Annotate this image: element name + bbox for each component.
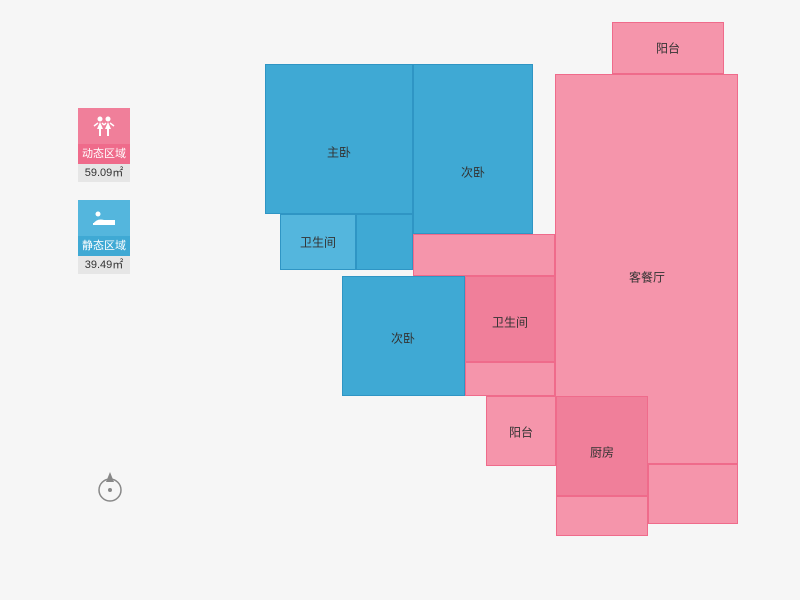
room-hall-strip xyxy=(356,214,413,270)
room-strip-below-kitchen xyxy=(556,496,648,536)
room-bath-2 xyxy=(465,276,555,362)
room-master-bedroom xyxy=(265,64,413,214)
room-second-bedroom-2 xyxy=(342,276,465,396)
room-gap-below-bath xyxy=(465,362,555,396)
legend-dynamic-value: 59.09㎡ xyxy=(78,164,130,182)
room-balcony-top xyxy=(612,22,724,74)
room-kitchen xyxy=(556,396,648,496)
legend: 动态区域 59.09㎡ 静态区域 39.49㎡ xyxy=(78,108,138,292)
room-strip-right xyxy=(648,464,738,524)
floorplan: 阳台主卧次卧卫生间客餐厅次卧卫生间阳台厨房 xyxy=(250,22,760,582)
legend-dynamic: 动态区域 59.09㎡ xyxy=(78,108,130,182)
rest-icon xyxy=(78,200,130,236)
room-second-bedroom-1 xyxy=(413,64,533,234)
room-bath-1 xyxy=(280,214,356,270)
room-balcony-lower xyxy=(486,396,556,466)
legend-dynamic-title: 动态区域 xyxy=(78,144,130,164)
people-icon xyxy=(78,108,130,144)
room-corridor-mid xyxy=(413,234,555,276)
legend-static-value: 39.49㎡ xyxy=(78,256,130,274)
legend-static-title: 静态区域 xyxy=(78,236,130,256)
compass-icon xyxy=(95,470,125,509)
legend-static: 静态区域 39.49㎡ xyxy=(78,200,130,274)
